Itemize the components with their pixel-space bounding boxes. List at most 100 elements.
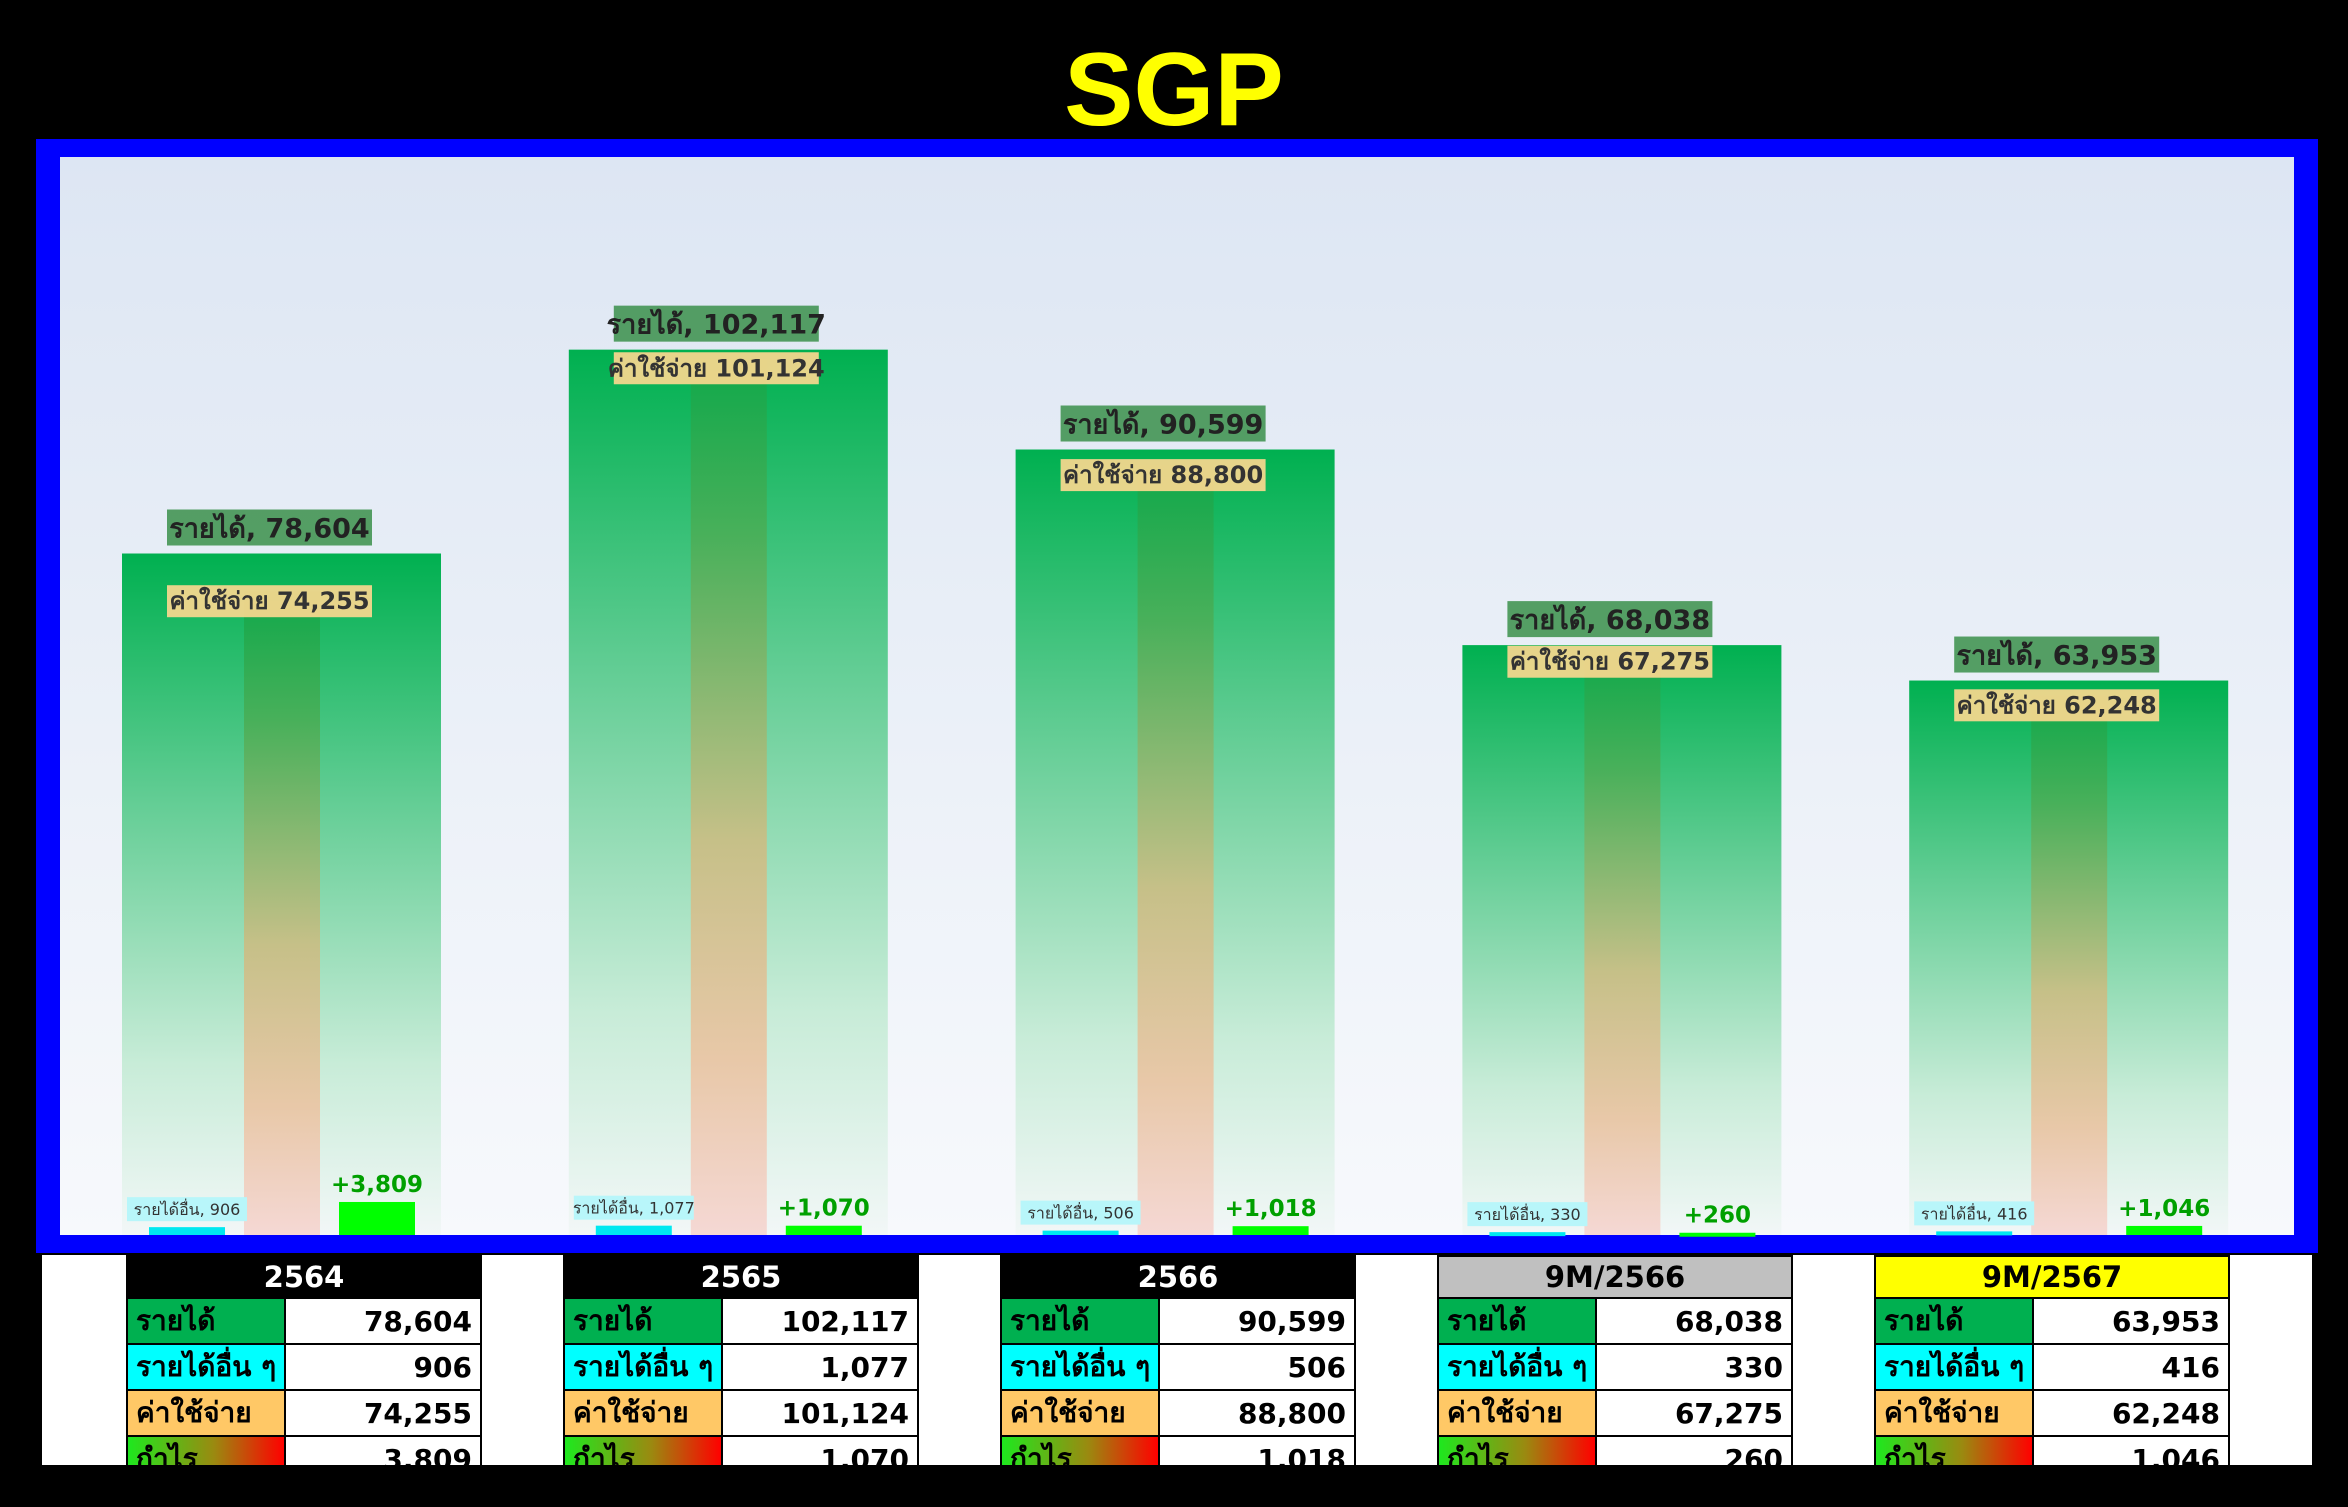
revenue-label: รายได้: [125, 1297, 287, 1345]
revenue-data-label: รายได้, 63,953: [1956, 640, 2156, 672]
revenue-data-label: รายได้, 68,038: [1510, 604, 1710, 636]
profit-data-label: +1,046: [2118, 1196, 2210, 1222]
expense-label-box: [167, 585, 372, 618]
revenue-value: 68,038: [1595, 1297, 1793, 1345]
table-row-other-income: รายได้อื่น ๆ 330: [1436, 1343, 1793, 1391]
table-header: 9M/2566: [1437, 1255, 1793, 1299]
other-income-data-label: รายได้อื่น, 506: [1027, 1202, 1134, 1223]
chart-title: SGP: [1064, 32, 1284, 148]
revenue-data-label: รายได้, 78,604: [169, 513, 369, 545]
table-row-expense: ค่าใช้จ่าย 88,800: [999, 1389, 1356, 1437]
table-header: 2564: [126, 1255, 482, 1299]
revenue-data-label: รายได้, 90,599: [1063, 409, 1263, 441]
table-row-other-income: รายได้อื่น ๆ 906: [125, 1343, 482, 1391]
other-income-value: 1,077: [721, 1343, 919, 1391]
other-income-label: รายได้อื่น ๆ: [1436, 1343, 1598, 1391]
table-row-expense: ค่าใช้จ่าย 74,255: [125, 1389, 482, 1437]
expense-label: ค่าใช้จ่าย: [562, 1389, 724, 1437]
revenue-label: รายได้: [1873, 1297, 2035, 1345]
expense-bar: [244, 591, 320, 1235]
chart-frame: รายได้, 78,604 ค่าใช้จ่าย 74,255 รายได้อื่…: [36, 139, 2318, 1253]
expense-bar: [1137, 465, 1214, 1235]
x-tick-label: 2564: [280, 1248, 283, 1250]
other-income-label: รายได้อื่น ๆ: [1873, 1343, 2035, 1391]
x-tick-label: 9M/2567: [2066, 1248, 2071, 1250]
revenue-data-label: รายได้, 102,117: [607, 309, 826, 341]
x-tick-label: 2565: [727, 1248, 730, 1250]
table-row-expense: ค่าใช้จ่าย 62,248: [1873, 1389, 2230, 1437]
summary-table-2: 2566 รายได้ 90,599 รายได้อื่น ๆ 506 ค่าใ…: [999, 1255, 1356, 1483]
table-row-revenue: รายได้ 68,038: [1436, 1297, 1793, 1345]
other-income-data-label: รายได้อื่น, 1,077: [573, 1197, 695, 1218]
x-tick-label: 9M/2566: [1619, 1248, 1624, 1250]
expense-bar: [2031, 695, 2108, 1235]
other-income-bar: [149, 1227, 225, 1235]
table-row-revenue: รายได้ 102,117: [562, 1297, 919, 1345]
table-row-revenue: รายได้ 63,953: [1873, 1297, 2230, 1345]
revenue-value: 90,599: [1158, 1297, 1356, 1345]
bar-group-0: รายได้, 78,604 ค่าใช้จ่าย 74,255 รายได้อื่…: [122, 509, 441, 1250]
table-row-expense: ค่าใช้จ่าย 101,124: [562, 1389, 919, 1437]
summary-table-1: 2565 รายได้ 102,117 รายได้อื่น ๆ 1,077 ค…: [562, 1255, 919, 1483]
revenue-label-box: [1954, 636, 2160, 673]
other-income-bar: [1042, 1230, 1119, 1235]
summary-table-3: 9M/2566 รายได้ 68,038 รายได้อื่น ๆ 330 ค…: [1436, 1255, 1793, 1483]
other-income-label-box: [1914, 1201, 2035, 1226]
other-income-data-label: รายได้อื่น, 906: [134, 1198, 241, 1219]
expense-data-label: ค่าใช้จ่าย 74,255: [169, 586, 369, 615]
summary-table-0: 2564 รายได้ 78,604 รายได้อื่น ๆ 906 ค่าใ…: [125, 1255, 482, 1483]
other-income-data-label: รายได้อื่น, 416: [1921, 1202, 2028, 1223]
summary-tables: 2564 รายได้ 78,604 รายได้อื่น ๆ 906 ค่าใ…: [42, 1255, 2312, 1483]
expense-data-label: ค่าใช้จ่าย 67,275: [1510, 647, 1710, 676]
table-row-expense: ค่าใช้จ่าย 67,275: [1436, 1389, 1793, 1437]
expense-bar: [690, 358, 767, 1236]
expense-label-box: [1507, 645, 1713, 678]
profit-data-label: +260: [1684, 1203, 1751, 1229]
other-income-label: รายได้อื่น ๆ: [125, 1343, 287, 1391]
expense-label-box: [1954, 689, 2160, 722]
expense-data-label: ค่าใช้จ่าย 62,248: [1957, 690, 2157, 719]
table-row-revenue: รายได้ 78,604: [125, 1297, 482, 1345]
other-income-value: 506: [1158, 1343, 1356, 1391]
revenue-label-box: [1507, 601, 1713, 638]
expense-value: 67,275: [1595, 1389, 1793, 1437]
expense-label: ค่าใช้จ่าย: [125, 1389, 287, 1437]
revenue-label: รายได้: [999, 1297, 1161, 1345]
revenue-label-box: [613, 305, 819, 342]
other-income-label-box: [1467, 1202, 1588, 1227]
other-income-label-box: [573, 1195, 694, 1220]
other-income-value: 416: [2032, 1343, 2230, 1391]
profit-bar: [339, 1201, 415, 1235]
revenue-label: รายได้: [562, 1297, 724, 1345]
profit-data-label: +3,809: [331, 1172, 423, 1198]
expense-label: ค่าใช้จ่าย: [1436, 1389, 1598, 1437]
other-income-value: 906: [284, 1343, 482, 1391]
bar-group-3: รายได้, 68,038 ค่าใช้จ่าย 67,275 รายได้อื่…: [1462, 601, 1782, 1250]
table-row-other-income: รายได้อื่น ๆ 416: [1873, 1343, 2230, 1391]
other-income-label-box: [127, 1197, 247, 1222]
table-row-other-income: รายได้อื่น ๆ 506: [999, 1343, 1356, 1391]
profit-bar: [1232, 1226, 1309, 1235]
expense-data-label: ค่าใช้จ่าย 101,124: [608, 353, 825, 382]
expense-data-label: ค่าใช้จ่าย 88,800: [1063, 460, 1263, 489]
table-header: 2566: [1000, 1255, 1356, 1299]
profit-data-label: +1,018: [1225, 1196, 1317, 1222]
revenue-label-box: [1060, 405, 1266, 442]
other-income-bar: [595, 1225, 672, 1235]
expense-bar: [1584, 651, 1661, 1235]
bar-group-2: รายได้, 90,599 ค่าใช้จ่าย 88,800 รายได้อื่…: [1015, 405, 1335, 1250]
bottom-band: [0, 1465, 2348, 1507]
summary-table-4: 9M/2567 รายได้ 63,953 รายได้อื่น ๆ 416 ค…: [1873, 1255, 2230, 1483]
other-income-label: รายได้อื่น ๆ: [562, 1343, 724, 1391]
expense-label: ค่าใช้จ่าย: [999, 1389, 1161, 1437]
revenue-value: 63,953: [2032, 1297, 2230, 1345]
table-row-revenue: รายได้ 90,599: [999, 1297, 1356, 1345]
revenue-value: 102,117: [721, 1297, 919, 1345]
bar-chart: รายได้, 78,604 ค่าใช้จ่าย 74,255 รายได้อื่…: [60, 157, 2294, 1250]
other-income-label-box: [1020, 1200, 1141, 1225]
table-row-other-income: รายได้อื่น ๆ 1,077: [562, 1343, 919, 1391]
table-header: 2565: [563, 1255, 919, 1299]
x-tick-label: 2566: [1174, 1248, 1177, 1250]
expense-value: 62,248: [2032, 1389, 2230, 1437]
revenue-label: รายได้: [1436, 1297, 1598, 1345]
